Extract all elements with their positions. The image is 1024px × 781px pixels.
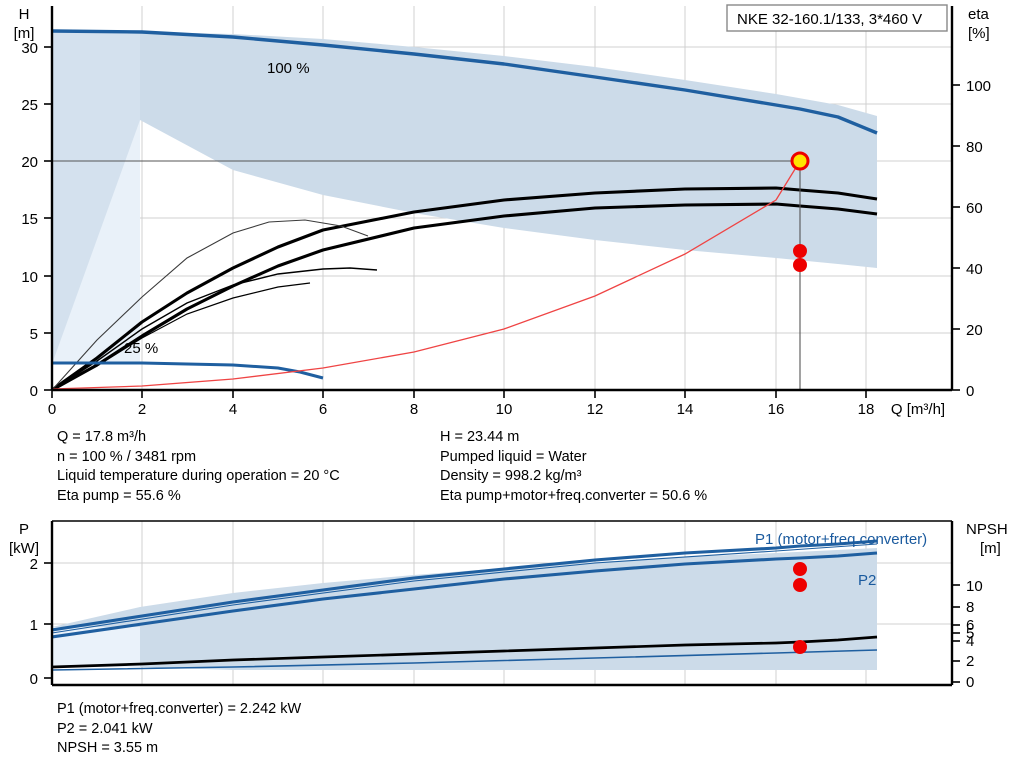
info-eta-total: Eta pump+motor+freq.converter = 50.6 % (440, 487, 708, 504)
svg-text:5: 5 (966, 625, 974, 642)
y-axis-right-ticks (952, 145, 960, 391)
svg-text:0: 0 (966, 674, 974, 691)
eta-family-curve-c (52, 282, 311, 390)
x-axis-ticks (51, 390, 867, 398)
power-y-right-title-line2: [m] (980, 540, 1001, 557)
p2-curve-label: P2 (858, 572, 876, 589)
svg-text:20: 20 (21, 154, 38, 171)
svg-text:2: 2 (30, 556, 38, 573)
title-box-label: NKE 32-160.1/133, 3*460 V (737, 11, 922, 28)
y-axis-right-title-line1: eta (968, 6, 990, 23)
power-duty-npsh-dot[interactable] (793, 640, 807, 654)
power-y-left-tick-labels: 0 1 2 (30, 556, 38, 688)
info-p2: P2 = 2.041 kW (57, 720, 153, 737)
svg-text:10: 10 (966, 578, 983, 595)
svg-text:16: 16 (768, 401, 785, 418)
npsh-curve-power (52, 635, 878, 669)
info-n: n = 100 % / 3481 rpm (57, 448, 197, 465)
head-eta-chart-container: 100 % 25 % 0 5 10 15 20 2 (14, 4, 991, 418)
x-axis-title: Q [m³/h] (891, 401, 945, 418)
head-curve-100 (52, 29, 878, 135)
npsh-inner-line (52, 649, 878, 671)
svg-text:8: 8 (966, 599, 974, 616)
y-axis-left-title-line2: [m] (14, 25, 35, 42)
duty-point-marker[interactable] (790, 151, 810, 171)
duty-point-eta-total-dot[interactable] (793, 258, 807, 272)
info-liquid-temp: Liquid temperature during operation = 20… (57, 468, 340, 484)
y-axis-left-tick-labels: 0 5 10 15 20 25 30 (21, 40, 38, 400)
svg-text:40: 40 (966, 261, 983, 278)
svg-text:0: 0 (48, 401, 56, 418)
x-axis-tick-labels: 0 2 4 6 8 10 12 14 16 18 (48, 401, 875, 418)
svg-text:5: 5 (30, 326, 38, 343)
svg-text:20: 20 (966, 322, 983, 339)
svg-text:10: 10 (21, 269, 38, 286)
p1-curve-label: P1 (motor+freq.converter) (755, 531, 927, 548)
svg-text:4: 4 (966, 633, 974, 650)
svg-text:0: 0 (30, 383, 38, 400)
duty-point-eta-pump-dot[interactable] (793, 244, 807, 258)
info-h: H = 23.44 m (440, 429, 520, 445)
svg-text:12: 12 (587, 401, 604, 418)
power-npsh-chart-container: P1 (motor+freq.converter) P2 0 1 2 (0, 515, 1024, 695)
power-duty-p2-dot[interactable] (793, 578, 807, 592)
svg-text:100: 100 (966, 78, 991, 95)
annotation-eta-25: 25 % (124, 340, 158, 357)
info-npsh: NPSH = 3.55 m (57, 740, 159, 756)
power-y-right-ticks (952, 584, 960, 683)
p1-curve (52, 539, 878, 632)
y-axis-right-title-line2: [%] (968, 25, 990, 42)
annotation-speed-100: 100 % (267, 60, 310, 77)
svg-text:8: 8 (410, 401, 418, 418)
head-eta-chart: 100 % 25 % 0 5 10 15 20 2 (14, 4, 991, 418)
svg-text:14: 14 (677, 401, 694, 418)
eta-family-curve-b (52, 267, 378, 390)
svg-text:30: 30 (21, 40, 38, 57)
p1-inner-line (52, 543, 878, 634)
svg-text:80: 80 (966, 139, 983, 156)
duty-info-left: Q = 17.8 m³/h n = 100 % / 3481 rpm Liqui… (57, 428, 340, 506)
eta-pump-curve (52, 186, 878, 390)
svg-text:0: 0 (30, 671, 38, 688)
power-y-left-title-line1: P (19, 521, 29, 538)
svg-text:1: 1 (30, 617, 38, 634)
power-y-left-title-line2: [kW] (9, 540, 39, 557)
svg-text:25: 25 (21, 97, 38, 114)
eta-family-curve-a (52, 219, 369, 390)
svg-text:0: 0 (966, 383, 974, 400)
y-axis-left-ticks (44, 46, 52, 391)
power-y-left-ticks (44, 562, 52, 679)
svg-text:18: 18 (858, 401, 875, 418)
p2-curve (52, 551, 878, 639)
svg-text:2: 2 (138, 401, 146, 418)
y-axis-left-title-line1: H (19, 6, 30, 23)
svg-text:15: 15 (21, 211, 38, 228)
operating-envelope (52, 32, 877, 364)
power-y-right-tick-labels: 0 2 4 5 6 8 10 (966, 578, 983, 691)
svg-text:6: 6 (966, 617, 974, 634)
svg-text:2: 2 (966, 653, 974, 670)
svg-text:4: 4 (229, 401, 237, 418)
power-npsh-chart: P1 (motor+freq.converter) P2 0 1 2 (9, 520, 1008, 691)
info-p1: P1 (motor+freq.converter) = 2.242 kW (57, 701, 302, 717)
info-eta-pump: Eta pump = 55.6 % (57, 487, 181, 504)
duty-info-right: H = 23.44 m Pumped liquid = Water Densit… (440, 428, 707, 506)
svg-text:10: 10 (496, 401, 513, 418)
eta-total-curve (52, 202, 878, 390)
info-pumped-liquid: Pumped liquid = Water (440, 448, 587, 465)
power-duty-p1-dot[interactable] (793, 562, 807, 576)
svg-text:60: 60 (966, 200, 983, 217)
svg-text:6: 6 (319, 401, 327, 418)
title-box (726, 4, 948, 32)
info-density: Density = 998.2 kg/m³ (440, 468, 582, 484)
power-y-right-title-line1: NPSH (966, 521, 1008, 538)
power-info-block: P1 (motor+freq.converter) = 2.242 kW P2 … (57, 700, 301, 759)
system-curve (52, 160, 801, 390)
power-envelope (52, 548, 877, 670)
y-axis-right-tick-labels: 0 20 40 60 80 100 (966, 78, 991, 400)
info-q: Q = 17.8 m³/h (57, 429, 147, 445)
